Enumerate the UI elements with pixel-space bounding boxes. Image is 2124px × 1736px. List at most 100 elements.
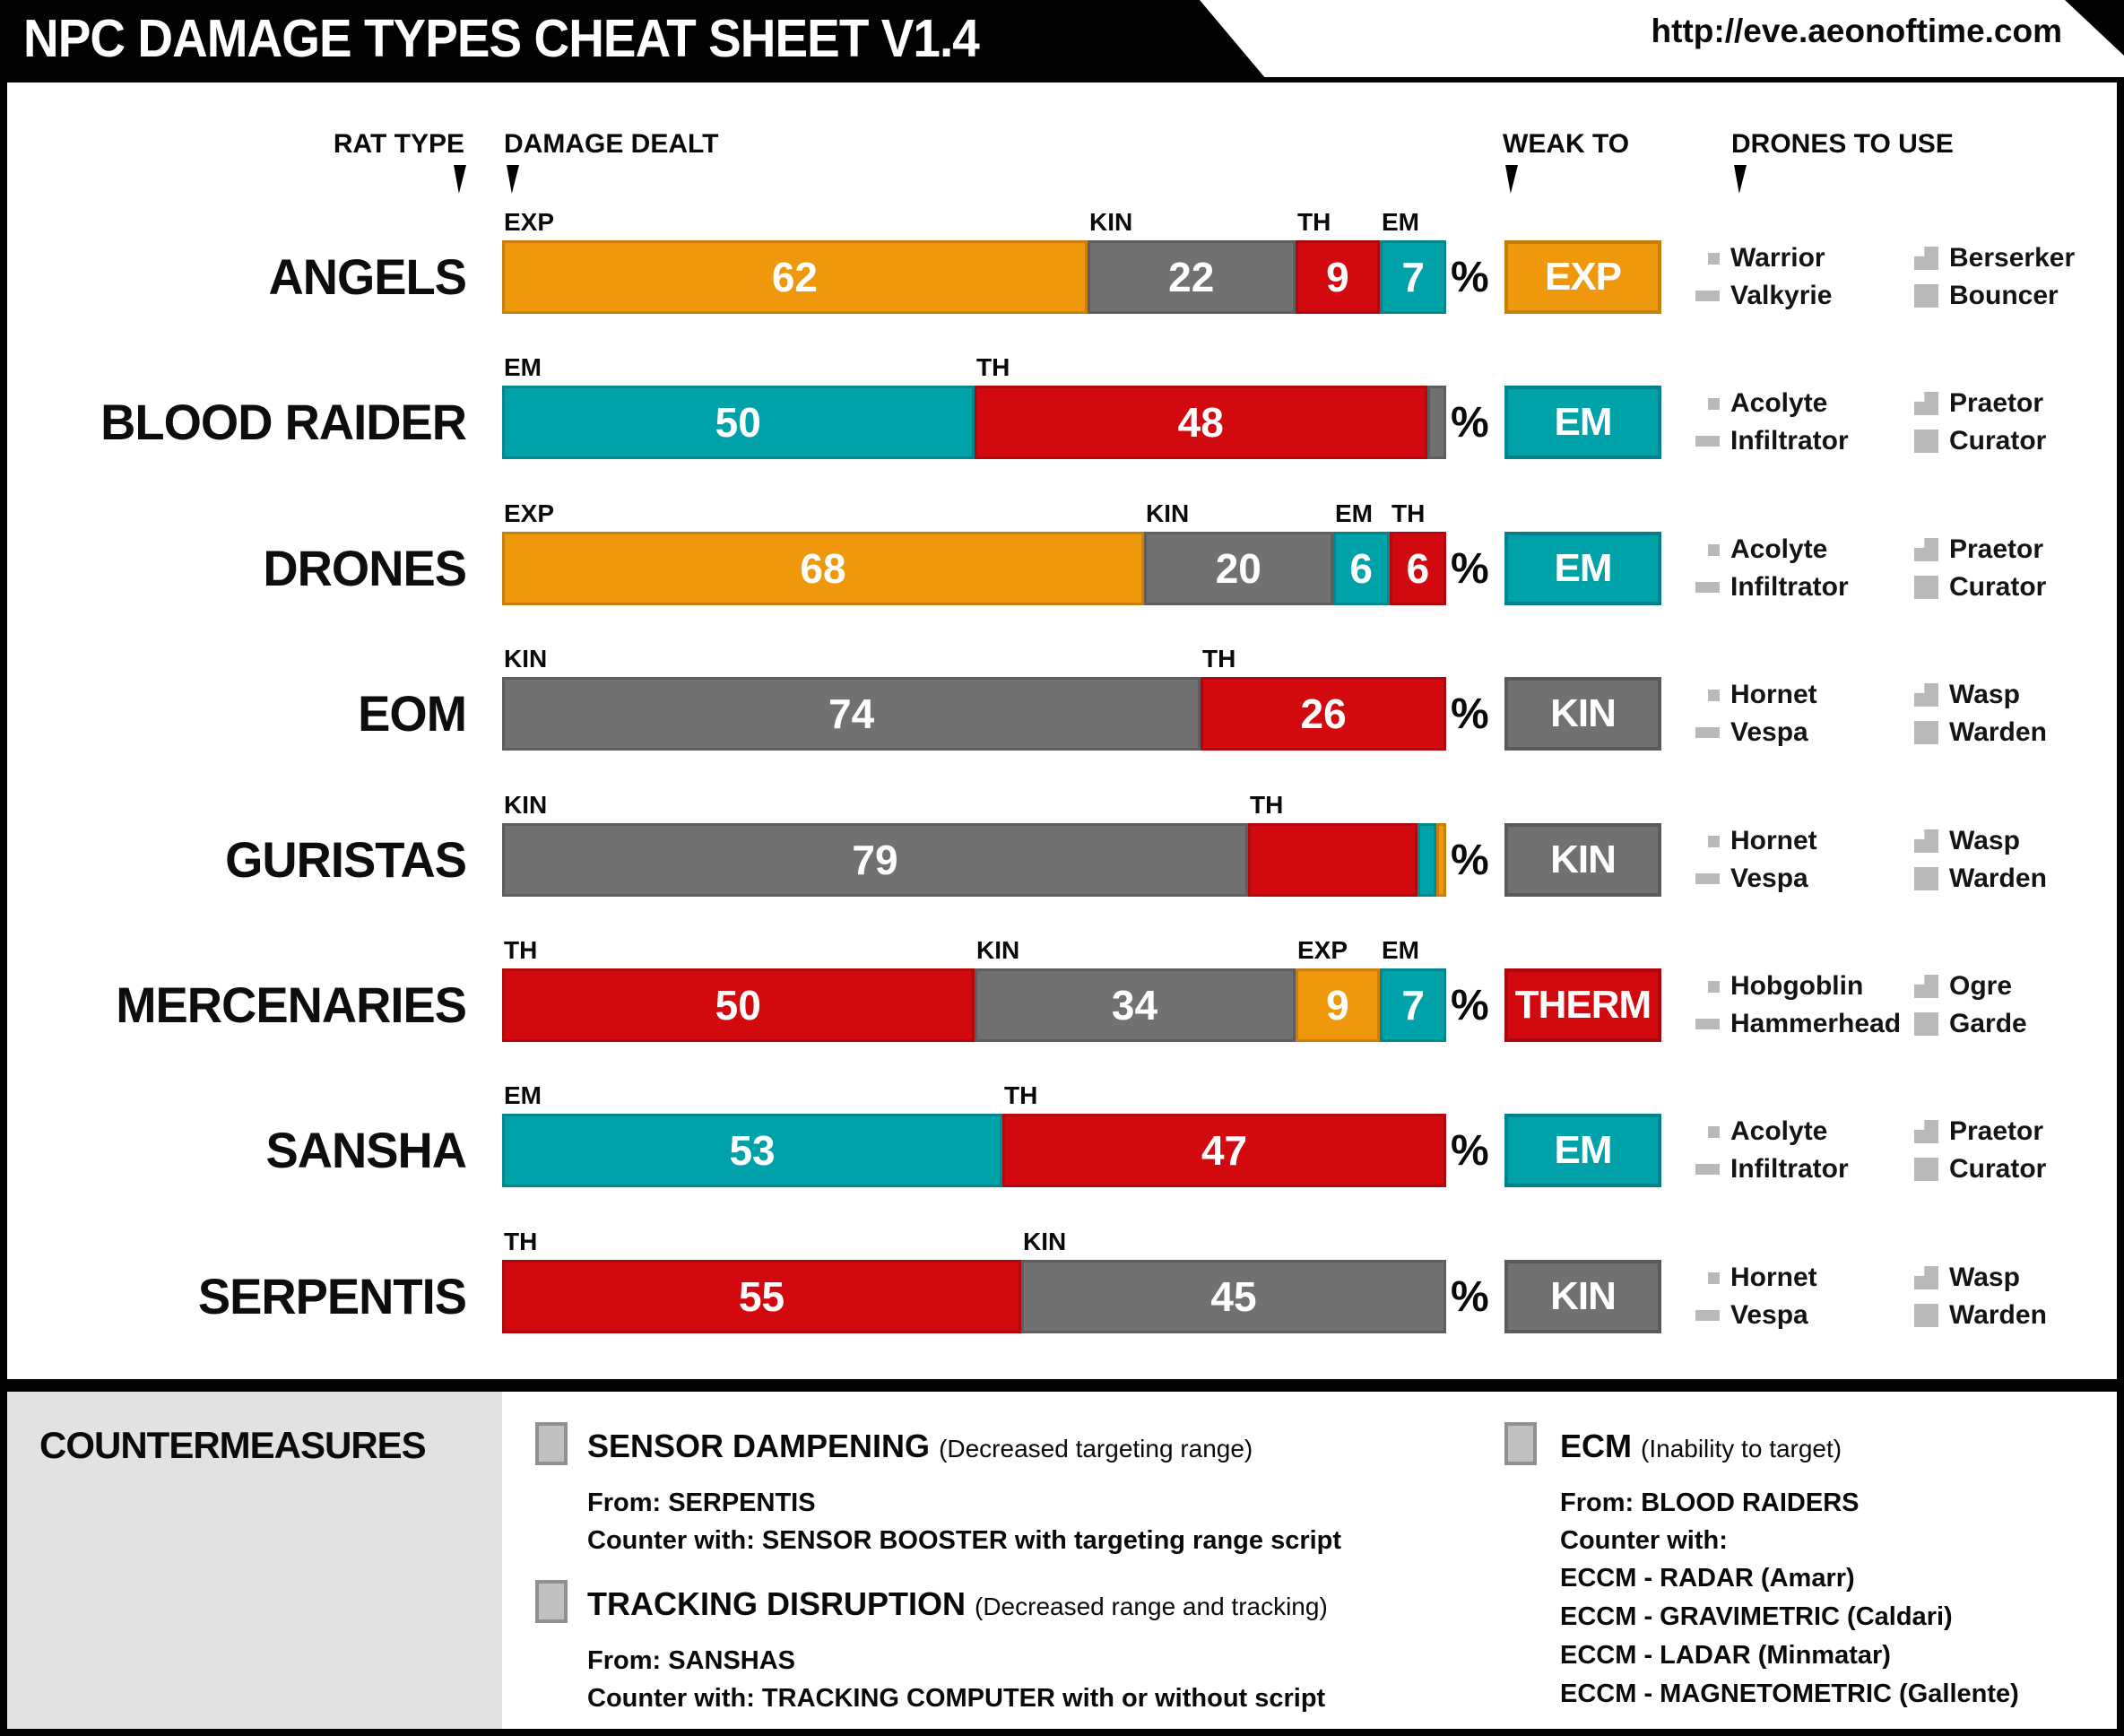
rat-name: MERCENARIES [116,976,467,1033]
countermeasure-effect: (Inability to target) [1641,1435,1842,1463]
damage-type-label: EM [1335,499,1373,527]
segment-value: 6 [1349,545,1373,592]
countermeasure-effect: (Decreased targeting range) [939,1435,1253,1463]
countermeasure-from: From: SANSHAS [587,1646,796,1675]
weak-to-badge: THERM [1504,968,1661,1042]
drone-name: Infiltrator [1730,1154,1849,1184]
drone-name: Vespa [1730,717,1808,747]
countermeasure-from: From: SERPENTIS [587,1489,816,1517]
rat-name: ANGELS [268,248,467,305]
drone-name: Bouncer [1949,281,2059,310]
damage-type-label: KIN [1089,208,1133,236]
percent-sign: % [1451,1126,1489,1175]
damage-type-label: EM [1382,208,1419,236]
heavy-drone-icon [1914,392,1938,415]
drone-name: Praetor [1949,534,2044,564]
heavy-drone-icon [1914,538,1938,561]
light-drone-icon [1708,1272,1720,1284]
damage-bar: 68 20 6 6 [502,532,1446,605]
weak-to-badge: KIN [1504,677,1661,751]
drone-name: Praetor [1949,1116,2044,1146]
segment-value: 9 [1326,982,1349,1029]
sentry-drone-icon [1914,576,1938,599]
drone-name: Hammerhead [1730,1009,1902,1038]
damage-type-label: TH [504,1228,538,1255]
drone-name: Wasp [1949,680,2020,709]
table-row: GURISTAS KIN TH 79% KIN Hornet Vespa Wasp Warden [0,791,2124,897]
drone-name: Garde [1949,1009,2027,1038]
table-row: DRONES EXP KIN EM TH 68 20 6 6% EM Acolyte Infiltra… [0,499,2124,605]
sheet-frame [0,77,2124,1736]
drone-name: Praetor [1949,388,2044,418]
heavy-drone-icon [1914,683,1938,707]
segment-value: 7 [1401,254,1425,300]
drone-name: Hobgoblin [1730,971,1864,1001]
damage-segment-kin: 34 [974,968,1296,1042]
weak-to-badge: KIN [1504,1260,1661,1333]
drone-name: Infiltrator [1730,426,1849,456]
rat-name: BLOOD RAIDER [100,394,467,450]
percent-sign: % [1451,981,1489,1029]
damage-type-label: KIN [976,936,1020,964]
damage-type-label: EXP [504,499,555,527]
weak-to-badge: EM [1504,386,1661,459]
drone-name: Curator [1949,426,2047,456]
damage-segment-em: 53 [502,1114,1003,1187]
damage-segment-em: 50 [502,386,975,459]
segment-value: 48 [1177,399,1224,446]
drone-name: Wasp [1949,1263,2020,1292]
heavy-drone-icon [1914,247,1938,270]
damage-type-label: TH [1297,208,1331,236]
site-url: http://eve.aeonoftime.com [1651,13,2062,49]
damage-type-label: TH [504,936,538,964]
weak-to-badge: KIN [1504,823,1661,897]
light-drone-icon [1708,398,1720,410]
weak-to-badge: EM [1504,1114,1661,1187]
countermeasure-name: SENSOR DAMPENING [587,1428,931,1464]
drone-name: Hornet [1730,680,1817,709]
damage-segment-exp: 68 [502,532,1144,605]
countermeasure-icon [535,1580,568,1623]
section-divider [0,1379,2124,1392]
damage-bar: 79 [502,823,1446,897]
damage-bar: 50 48 [502,386,1446,459]
countermeasures-title: COUNTERMEASURES [39,1424,427,1466]
column-header-weak-to: WEAK TO [1503,129,1630,159]
segment-value: 9 [1326,254,1349,300]
damage-type-label: KIN [1146,499,1190,527]
table-row: EOM KIN TH 74 26% KIN Hornet Vespa Wasp Warden [0,645,2124,751]
countermeasure-icon [1504,1422,1537,1465]
drone-name: Hornet [1730,826,1817,855]
table-row: SERPENTIS TH KIN 55 45% KIN Hornet Vespa Wasp War… [0,1228,2124,1333]
segment-value: 55 [738,1273,785,1320]
damage-segment-th: 48 [974,386,1427,459]
damage-type-label: KIN [504,791,548,819]
rat-name: SERPENTIS [197,1268,467,1324]
damage-bar: 62 22 9 7 [502,240,1447,314]
damage-type-label: TH [976,353,1010,381]
damage-segment-th: 50 [502,968,975,1042]
damage-type-label: EM [504,1081,542,1109]
countermeasure-name: TRACKING DISRUPTION [587,1585,966,1622]
damage-segment-kin: 20 [1144,532,1333,605]
drone-name: Warden [1949,1300,2047,1330]
drone-name: Curator [1949,572,2047,602]
damage-bar: 74 26 [502,677,1446,751]
heavy-drone-icon [1914,829,1938,853]
countermeasure-counter: Counter with: SENSOR BOOSTER with target… [587,1526,1342,1555]
damage-segment-kin: 74 [502,677,1201,751]
damage-segment-em: 7 [1380,240,1447,314]
drone-name: Warden [1949,717,2047,747]
segment-value: 50 [715,982,761,1029]
drone-name: Warden [1949,864,2047,893]
medium-drone-icon [1695,291,1720,301]
sentry-drone-icon [1914,1304,1938,1327]
light-drone-icon [1708,981,1720,993]
damage-segment-em [1417,823,1437,897]
damage-type-label: TH [1202,645,1236,673]
heavy-drone-icon [1914,975,1938,998]
heavy-drone-icon [1914,1266,1938,1289]
drone-name: Acolyte [1730,388,1828,418]
damage-segment-kin: 22 [1087,240,1296,314]
percent-sign: % [1451,253,1489,301]
